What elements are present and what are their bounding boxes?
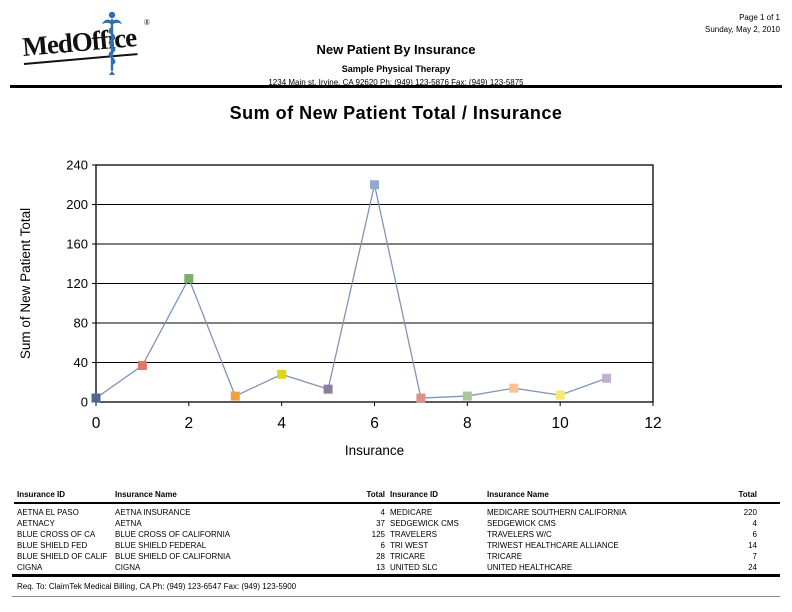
y-axis-title: Sum of New Patient Total [18, 208, 33, 359]
cell-insurance-name: MEDICARE SOUTHERN CALIFORNIA [487, 508, 627, 517]
page-number: Page 1 of 1 [739, 13, 780, 22]
y-tick-label: 240 [66, 158, 88, 173]
cell-insurance-name: BLUE SHIELD FEDERAL [115, 541, 207, 550]
cell-insurance-name: TRIWEST HEALTHCARE ALLIANCE [487, 541, 619, 550]
data-point-marker [277, 369, 287, 379]
insurance-line-chart: 0 40 80 120 160 200 240 0 2 4 6 8 10 12 Sum of New Pat… [0, 150, 720, 462]
medoffice-logo: MedOffice ® [21, 11, 156, 82]
y-tick-label: 0 [81, 395, 88, 410]
table-row: BLUE SHIELD FED BLUE SHIELD FEDERAL 6 TR… [0, 539, 792, 550]
data-point-marker [370, 180, 379, 190]
footer-divider [12, 596, 780, 597]
header-divider [10, 85, 782, 88]
data-point-marker [137, 360, 147, 370]
y-tick-label: 40 [74, 355, 88, 370]
x-axis-title: Insurance [345, 443, 404, 458]
x-tick-label: 2 [185, 415, 194, 432]
cell-total: 28 [376, 552, 385, 561]
cell-insurance-id: TRAVELERS [390, 530, 437, 539]
data-point-marker [602, 373, 612, 383]
x-tick-label: 12 [644, 415, 661, 432]
cell-insurance-name: TRICARE [487, 552, 523, 561]
cell-insurance-name: TRAVELERS W/C [487, 530, 552, 539]
x-tick-label: 10 [552, 415, 570, 432]
cell-insurance-name: AETNA [115, 519, 142, 528]
y-tick-label: 80 [74, 316, 88, 331]
table-header-row: Insurance ID Insurance Name Total Insura… [0, 490, 792, 501]
cell-insurance-name: UNITED HEALTHCARE [487, 563, 573, 572]
cell-insurance-name: SEDGEWICK CMS [487, 519, 556, 528]
col-header-insurance-name: Insurance Name [115, 490, 177, 499]
cell-total: 125 [371, 530, 385, 539]
report-date: Sunday, May 2, 2010 [704, 25, 780, 34]
cell-total: 37 [376, 519, 385, 528]
cell-total: 13 [376, 563, 385, 572]
col-header-insurance-id: Insurance ID [17, 490, 66, 499]
table-row: BLUE CROSS OF CA BLUE CROSS OF CALIFORNI… [0, 528, 792, 539]
practice-address: 1234 Main st, Irvine, CA 92620 Ph: (949)… [268, 78, 524, 87]
caduceus-icon [102, 11, 122, 75]
y-tick-label: 120 [66, 276, 88, 291]
registered-trademark-symbol: ® [143, 18, 150, 27]
x-tick-label: 0 [92, 415, 101, 432]
table-header-divider [14, 502, 780, 504]
col-header-total: Total [738, 490, 757, 499]
cell-insurance-id: TRICARE [390, 552, 426, 561]
cell-insurance-id: TRI WEST [390, 541, 429, 550]
col-header-insurance-name: Insurance Name [487, 490, 549, 499]
report-header: New Patient By Insurance Sample Physical… [0, 42, 792, 87]
data-point-marker [91, 393, 101, 403]
series-line [95, 184, 607, 399]
table-row: AETNA EL PASO AETNA INSURANCE 4 MEDICARE… [0, 506, 792, 517]
data-point-marker [555, 390, 565, 400]
x-tick-label: 4 [277, 415, 286, 432]
cell-insurance-id: BLUE SHIELD FED [17, 541, 88, 550]
y-tick-label: 200 [66, 197, 88, 212]
cell-total: 4 [380, 508, 385, 517]
cell-insurance-name: CIGNA [115, 563, 141, 572]
cell-insurance-id: AETNA EL PASO [17, 508, 79, 517]
data-point-marker [323, 384, 333, 394]
cell-total: 14 [748, 541, 757, 550]
x-tick-label: 6 [370, 415, 379, 432]
insurance-table-body: AETNA EL PASO AETNA INSURANCE 4 MEDICARE… [0, 506, 792, 572]
x-tick-label: 8 [463, 415, 472, 432]
cell-insurance-id: CIGNA [17, 563, 43, 572]
cell-insurance-id: AETNACY [17, 519, 55, 528]
cell-insurance-name: AETNA INSURANCE [115, 508, 191, 517]
cell-total: 6 [752, 530, 757, 539]
data-point-marker [509, 383, 519, 393]
report-title: New Patient By Insurance [316, 42, 476, 57]
data-point-marker [184, 274, 194, 284]
y-tick-label: 160 [66, 237, 88, 252]
cell-total: 6 [380, 541, 385, 550]
table-row: AETNACY AETNA 37 SEDGEWICK CMS SEDGEWICK… [0, 517, 792, 528]
table-bottom-divider [12, 574, 780, 577]
cell-total: 4 [752, 519, 757, 528]
cell-insurance-name: BLUE SHIELD OF CALIFORNIA [115, 552, 231, 561]
cell-insurance-id: BLUE SHIELD OF CALIF [17, 552, 108, 561]
table-row: CIGNA CIGNA 13 UNITED SLC UNITED HEALTHC… [0, 561, 792, 572]
cell-total: 24 [748, 563, 757, 572]
data-point-marker [230, 391, 240, 401]
page-info: Page 1 of 1 Sunday, May 2, 2010 [705, 12, 780, 36]
data-point-marker [462, 391, 472, 401]
cell-total: 220 [743, 508, 757, 517]
cell-total: 7 [752, 552, 757, 561]
cell-insurance-id: UNITED SLC [390, 563, 438, 572]
chart-title: Sum of New Patient Total / Insurance [229, 103, 563, 123]
table-row: BLUE SHIELD OF CALIF BLUE SHIELD OF CALI… [0, 550, 792, 561]
practice-name: Sample Physical Therapy [341, 64, 451, 74]
col-header-total: Total [366, 490, 385, 499]
col-header-insurance-id: Insurance ID [390, 490, 439, 499]
chart-canvas: 0 40 80 120 160 200 240 0 2 4 6 8 10 12 Sum of New Pat… [18, 158, 662, 459]
cell-insurance-id: BLUE CROSS OF CA [17, 530, 96, 539]
data-point-marker [416, 393, 426, 403]
cell-insurance-id: SEDGEWICK CMS [390, 519, 459, 528]
footer-billing-info: Req. To: ClaimTek Medical Billing, CA Ph… [17, 582, 297, 591]
cell-insurance-name: BLUE CROSS OF CALIFORNIA [115, 530, 231, 539]
cell-insurance-id: MEDICARE [390, 508, 433, 517]
